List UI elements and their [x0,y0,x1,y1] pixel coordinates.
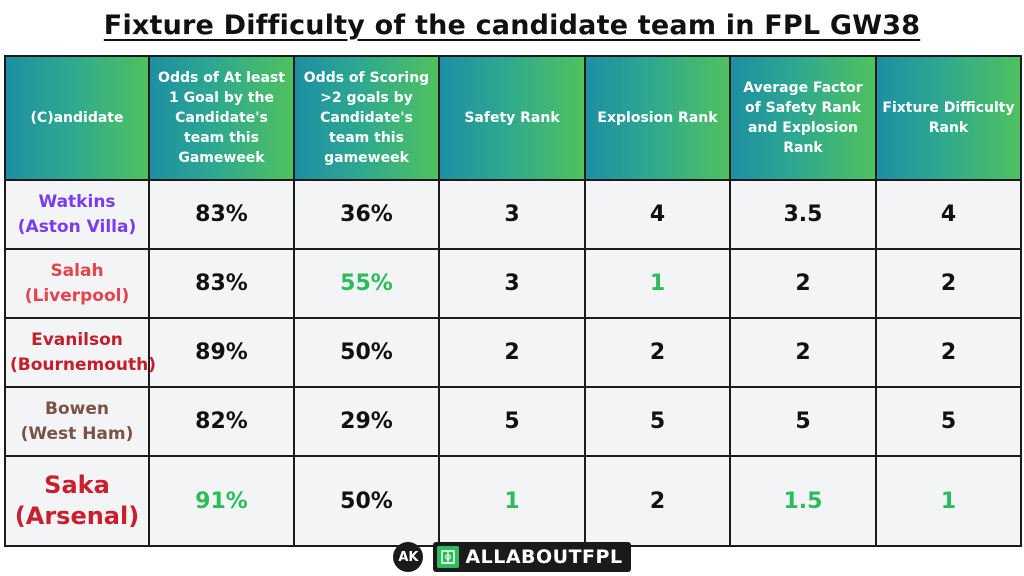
candidate-cell: Evanilson (Bournemouth) [4,317,157,388]
column-header-explosion-rank: Explosion Rank [584,55,731,181]
candidate-team: (Arsenal) [14,502,140,530]
cell-odds-1-goal: 82% [148,386,295,457]
candidate-team: (Liverpool) [24,285,130,306]
cell-odds-1-goal: 91% [148,455,295,547]
candidate-cell: Watkins (Aston Villa) [4,179,150,250]
cell-odds-1-goal: 83% [148,248,295,319]
column-header-odds-at-least-1-goal: Odds of At least 1 Goal by the Candidate… [148,55,295,181]
cell-explosion-rank: 5 [584,386,731,457]
cell-average-factor: 2 [729,317,877,388]
page-title: Fixture Difficulty of the candidate team… [103,10,921,41]
candidate-name: Bowen [45,398,109,419]
cell-average-factor: 3.5 [729,179,877,250]
cell-odds-1-goal: 89% [148,317,295,388]
table-body: Watkins (Aston Villa) 83% 36% 3 4 3.5 4 Salah (Li… [4,179,1022,547]
allaboutfpl-logo-icon [437,546,460,568]
cell-safety-rank: 1 [438,455,586,547]
cell-average-factor: 1.5 [729,455,877,547]
table-row: Salah (Liverpool) 83% 55% 3 1 2 2 [4,248,1022,319]
cell-odds-over-2-goals: 50% [293,317,440,388]
candidate-name: Saka [44,471,110,499]
cell-safety-rank: 3 [438,179,586,250]
column-header-odds-more-than-2-goals: Odds of Scoring >2 goals by Candidate's … [293,55,440,181]
cell-safety-rank: 3 [438,248,586,319]
cell-explosion-rank: 2 [584,455,731,547]
column-header-fixture-difficulty-rank: Fixture Difficulty Rank [875,55,1022,181]
cell-average-factor: 5 [729,386,877,457]
column-header-candidate: (C)andidate [4,55,150,181]
cell-fixture-difficulty-rank: 5 [875,386,1022,457]
candidate-team: (West Ham) [20,423,134,444]
cell-fixture-difficulty-rank: 2 [875,248,1022,319]
candidate-cell: Bowen (West Ham) [4,386,150,457]
footer-logos: AK ALLABOUTFPL [0,538,1024,576]
cell-odds-over-2-goals: 36% [293,179,440,250]
allaboutfpl-brand-text: ALLABOUTFPL [465,546,623,568]
cell-fixture-difficulty-rank: 2 [875,317,1022,388]
cell-safety-rank: 5 [438,386,586,457]
table-row: Evanilson (Bournemouth) 89% 50% 2 2 2 2 [4,317,1022,388]
header-row: (C)andidate Odds of At least 1 Goal by t… [4,55,1022,181]
table-row: Saka (Arsenal) 91% 50% 1 2 1.5 1 [4,455,1022,547]
allaboutfpl-logo: ALLABOUTFPL [433,542,631,572]
column-header-safety-rank: Safety Rank [438,55,586,181]
cell-average-factor: 2 [729,248,877,319]
candidate-name: Evanilson [31,329,123,350]
cell-explosion-rank: 1 [584,248,731,319]
candidate-name: Watkins [38,191,116,212]
ak-logo-icon: AK [393,542,424,572]
cell-explosion-rank: 2 [584,317,731,388]
cell-odds-over-2-goals: 29% [293,386,440,457]
cell-odds-over-2-goals: 55% [293,248,440,319]
table-row: Bowen (West Ham) 82% 29% 5 5 5 5 [4,386,1022,457]
cell-odds-over-2-goals: 50% [293,455,440,547]
candidate-team: (Aston Villa) [17,216,137,237]
candidate-team: (Bournemouth) [10,354,157,375]
fixture-difficulty-table: (C)andidate Odds of At least 1 Goal by t… [4,55,1022,547]
candidate-cell: Salah (Liverpool) [4,248,150,319]
cell-fixture-difficulty-rank: 1 [875,455,1022,547]
column-header-average-factor: Average Factor of Safety Rank and Explos… [729,55,877,181]
candidate-name: Salah [50,260,104,281]
cell-safety-rank: 2 [438,317,586,388]
cell-odds-1-goal: 83% [148,179,295,250]
cell-explosion-rank: 4 [584,179,731,250]
table-row: Watkins (Aston Villa) 83% 36% 3 4 3.5 4 [4,179,1022,250]
candidate-cell: Saka (Arsenal) [4,455,150,547]
cell-fixture-difficulty-rank: 4 [875,179,1022,250]
